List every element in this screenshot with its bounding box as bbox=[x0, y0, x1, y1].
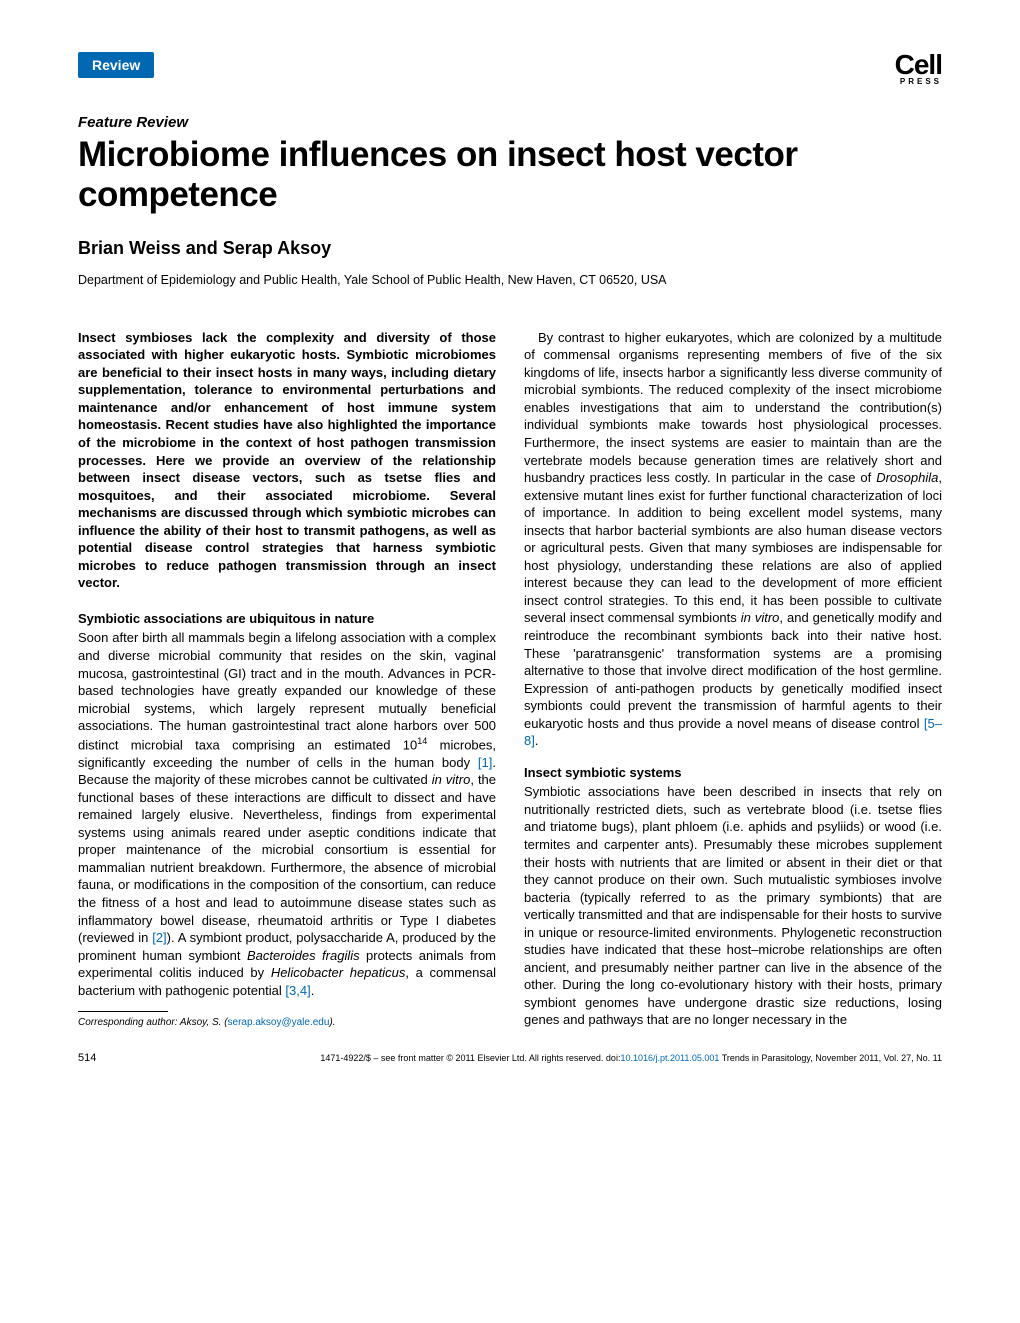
affiliation: Department of Epidemiology and Public He… bbox=[78, 273, 942, 287]
footnote-close: ). bbox=[329, 1017, 335, 1028]
text: , extensive mutant lines exist for furth… bbox=[524, 470, 942, 625]
italic-term: Bacteroides fragilis bbox=[247, 948, 360, 963]
section-heading: Symbiotic associations are ubiquitous in… bbox=[78, 610, 496, 628]
text: , and genetically modify and reintroduce… bbox=[524, 610, 942, 730]
authors: Brian Weiss and Serap Aksoy bbox=[78, 238, 942, 259]
footnote-text: Aksoy, S. ( bbox=[178, 1017, 228, 1028]
footnote-label: Corresponding author: bbox=[78, 1017, 178, 1028]
italic-term: in vitro bbox=[741, 610, 780, 625]
body-paragraph: Soon after birth all mammals begin a lif… bbox=[78, 629, 496, 999]
email-link[interactable]: serap.aksoy@yale.edu bbox=[228, 1017, 330, 1028]
review-badge: Review bbox=[78, 52, 154, 78]
corresponding-author-footnote: Corresponding author: Aksoy, S. (serap.a… bbox=[78, 1016, 496, 1030]
logo-sub: PRESS bbox=[895, 77, 942, 86]
body-paragraph: Symbiotic associations have been describ… bbox=[524, 783, 942, 1029]
reference-link[interactable]: [3,4] bbox=[285, 983, 310, 998]
italic-term: in vitro bbox=[432, 772, 471, 787]
doi-link[interactable]: 10.1016/j.pt.2011.05.001 bbox=[620, 1053, 719, 1063]
copyright-line: 1471-4922/$ – see front matter © 2011 El… bbox=[320, 1053, 942, 1063]
italic-term: Drosophila bbox=[876, 470, 938, 485]
italic-term: Helicobacter hepaticus bbox=[271, 965, 406, 980]
text: , the functional bases of these interact… bbox=[78, 772, 496, 945]
text: By contrast to higher eukaryotes, which … bbox=[524, 330, 942, 485]
superscript: 14 bbox=[417, 736, 427, 746]
article-title: Microbiome influences on insect host vec… bbox=[78, 135, 942, 216]
page-number: 514 bbox=[78, 1052, 96, 1064]
page-footer: 514 1471-4922/$ – see front matter © 201… bbox=[78, 1052, 942, 1064]
article-body: Insect symbioses lack the complexity and… bbox=[78, 329, 942, 1033]
logo-main: Cell bbox=[895, 52, 942, 77]
reference-link[interactable]: [1] bbox=[478, 755, 492, 770]
text: . bbox=[311, 983, 315, 998]
copyright-text: 1471-4922/$ – see front matter © 2011 El… bbox=[320, 1053, 620, 1063]
text: Soon after birth all mammals begin a lif… bbox=[78, 630, 496, 752]
abstract: Insect symbioses lack the complexity and… bbox=[78, 329, 496, 592]
journal-info: Trends in Parasitology, November 2011, V… bbox=[719, 1053, 942, 1063]
text: . bbox=[535, 733, 539, 748]
footnote-separator bbox=[78, 1011, 168, 1012]
cell-press-logo: Cell PRESS bbox=[895, 52, 942, 86]
section-heading: Insect symbiotic systems bbox=[524, 764, 942, 782]
header-bar: Review Cell PRESS bbox=[78, 52, 942, 86]
feature-review-label: Feature Review bbox=[78, 114, 942, 131]
body-paragraph: By contrast to higher eukaryotes, which … bbox=[524, 329, 942, 750]
reference-link[interactable]: [2] bbox=[152, 930, 166, 945]
